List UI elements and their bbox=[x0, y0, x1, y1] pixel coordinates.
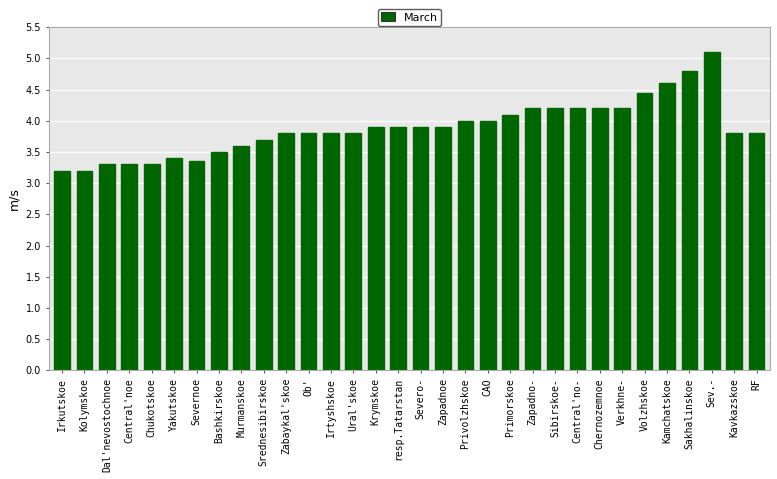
Bar bbox=[346, 133, 361, 370]
Bar bbox=[278, 133, 294, 370]
Bar bbox=[54, 171, 70, 370]
Bar bbox=[704, 52, 720, 370]
Bar bbox=[749, 133, 765, 370]
Bar bbox=[726, 133, 742, 370]
Bar bbox=[413, 127, 428, 370]
Bar bbox=[166, 158, 182, 370]
Bar bbox=[77, 171, 92, 370]
Bar bbox=[99, 164, 115, 370]
Bar bbox=[681, 71, 697, 370]
Bar bbox=[256, 139, 271, 370]
Bar bbox=[368, 127, 384, 370]
Bar bbox=[458, 121, 473, 370]
Bar bbox=[480, 121, 496, 370]
Bar bbox=[189, 161, 204, 370]
Bar bbox=[636, 93, 653, 370]
Bar bbox=[323, 133, 339, 370]
Bar bbox=[121, 164, 137, 370]
Bar bbox=[390, 127, 406, 370]
Bar bbox=[592, 108, 608, 370]
Legend: March: March bbox=[378, 9, 441, 26]
Bar bbox=[570, 108, 585, 370]
Bar bbox=[211, 152, 227, 370]
Bar bbox=[524, 108, 541, 370]
Bar bbox=[435, 127, 451, 370]
Bar bbox=[301, 133, 316, 370]
Bar bbox=[659, 83, 675, 370]
Bar bbox=[502, 114, 518, 370]
Bar bbox=[233, 146, 249, 370]
Bar bbox=[615, 108, 630, 370]
Bar bbox=[144, 164, 159, 370]
Bar bbox=[547, 108, 563, 370]
Y-axis label: m/s: m/s bbox=[7, 187, 20, 210]
